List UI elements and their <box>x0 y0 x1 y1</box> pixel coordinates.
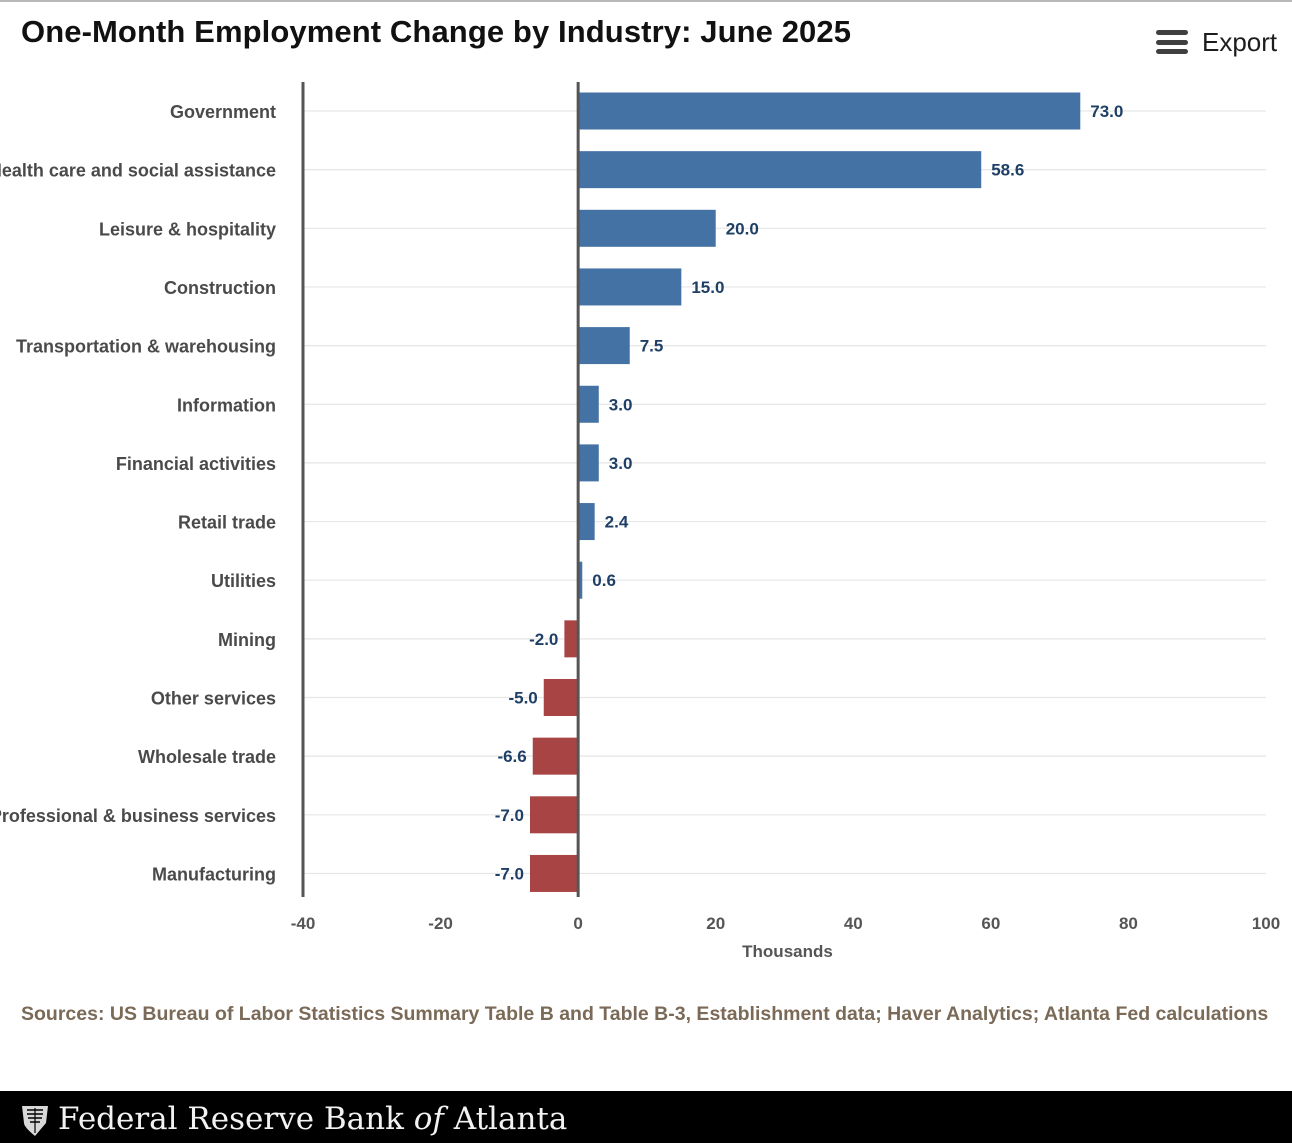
value-label: 0.6 <box>592 571 616 590</box>
x-tick-label: 20 <box>706 914 725 933</box>
x-tick-label: -40 <box>291 914 316 933</box>
x-tick-label: 100 <box>1252 914 1280 933</box>
seal-icon <box>22 1106 48 1136</box>
export-label: Export <box>1202 26 1278 57</box>
bar <box>578 209 716 247</box>
x-tick-label: 40 <box>844 914 863 933</box>
value-label: -7.0 <box>495 864 524 883</box>
top-rule <box>0 0 1292 2</box>
brand-text-pre: Federal Reserve Bank <box>58 1101 414 1137</box>
value-labels: 73.0 58.6 20.0 15.0 7.5 3.0 3.0 2.4 0.6 -2.0 -5.0 -… <box>495 102 1124 883</box>
category-label: Utilities <box>211 571 276 591</box>
category-label: Other services <box>151 689 276 709</box>
bar <box>529 796 579 834</box>
bar <box>578 561 583 599</box>
footer-bar: Federal Reserve Bank of Atlanta <box>0 1091 1292 1143</box>
bar <box>529 854 579 892</box>
value-label: 58.6 <box>991 161 1024 180</box>
value-label: -7.0 <box>495 806 524 825</box>
value-label: 3.0 <box>609 395 633 414</box>
category-label: Health care and social assistance <box>0 161 276 181</box>
value-label: 20.0 <box>726 219 759 238</box>
category-label: Manufacturing <box>152 864 276 884</box>
value-label: -6.6 <box>497 747 526 766</box>
category-label: Retail trade <box>178 513 276 533</box>
value-label: -5.0 <box>508 689 537 708</box>
brand-text-post: Atlanta <box>443 1101 568 1137</box>
category-label: Financial activities <box>116 454 276 474</box>
bar <box>578 151 982 189</box>
export-button[interactable]: Export <box>1156 24 1277 60</box>
bar <box>578 327 630 365</box>
bar <box>578 92 1081 130</box>
value-label: -2.0 <box>529 630 558 649</box>
category-label: Construction <box>164 278 276 298</box>
value-label: 2.4 <box>605 513 629 532</box>
bar <box>564 620 579 658</box>
brand-text-of: of <box>413 1101 444 1137</box>
sources-note: Sources: US Bureau of Labor Statistics S… <box>21 1003 1269 1025</box>
chart-title: One-Month Employment Change by Industry:… <box>21 14 852 49</box>
x-tick-label: -20 <box>428 914 453 933</box>
x-axis-label: Thousands <box>742 942 833 961</box>
bar <box>543 679 579 716</box>
grid-lines <box>303 110 1266 875</box>
category-label: Transportation & warehousing <box>16 337 276 357</box>
bar <box>578 268 682 306</box>
value-label: 73.0 <box>1090 102 1123 121</box>
bar <box>578 385 599 423</box>
axes: -40 -20 0 20 40 60 80 100 Thousands <box>291 82 1280 961</box>
bar <box>578 503 595 541</box>
category-label: Professional & business services <box>0 806 276 826</box>
x-tick-label: 60 <box>981 914 1000 933</box>
menu-icon <box>1156 30 1188 54</box>
bars <box>529 92 1081 892</box>
x-tick-label: 80 <box>1119 914 1138 933</box>
category-labels: Government Health care and social assista… <box>0 102 276 884</box>
category-label: Leisure & hospitality <box>99 219 276 239</box>
value-label: 7.5 <box>640 337 664 356</box>
category-label: Information <box>177 395 276 415</box>
category-label: Wholesale trade <box>138 747 276 767</box>
bar-chart: Government Health care and social assista… <box>0 82 1280 961</box>
category-label: Government <box>170 102 276 122</box>
brand-name: Federal Reserve Bank of Atlanta <box>58 1101 567 1137</box>
value-label: 3.0 <box>609 454 633 473</box>
value-label: 15.0 <box>691 278 724 297</box>
bar <box>532 737 579 775</box>
bar <box>578 444 599 482</box>
x-tick-label: 0 <box>573 914 582 933</box>
category-label: Mining <box>218 630 276 650</box>
